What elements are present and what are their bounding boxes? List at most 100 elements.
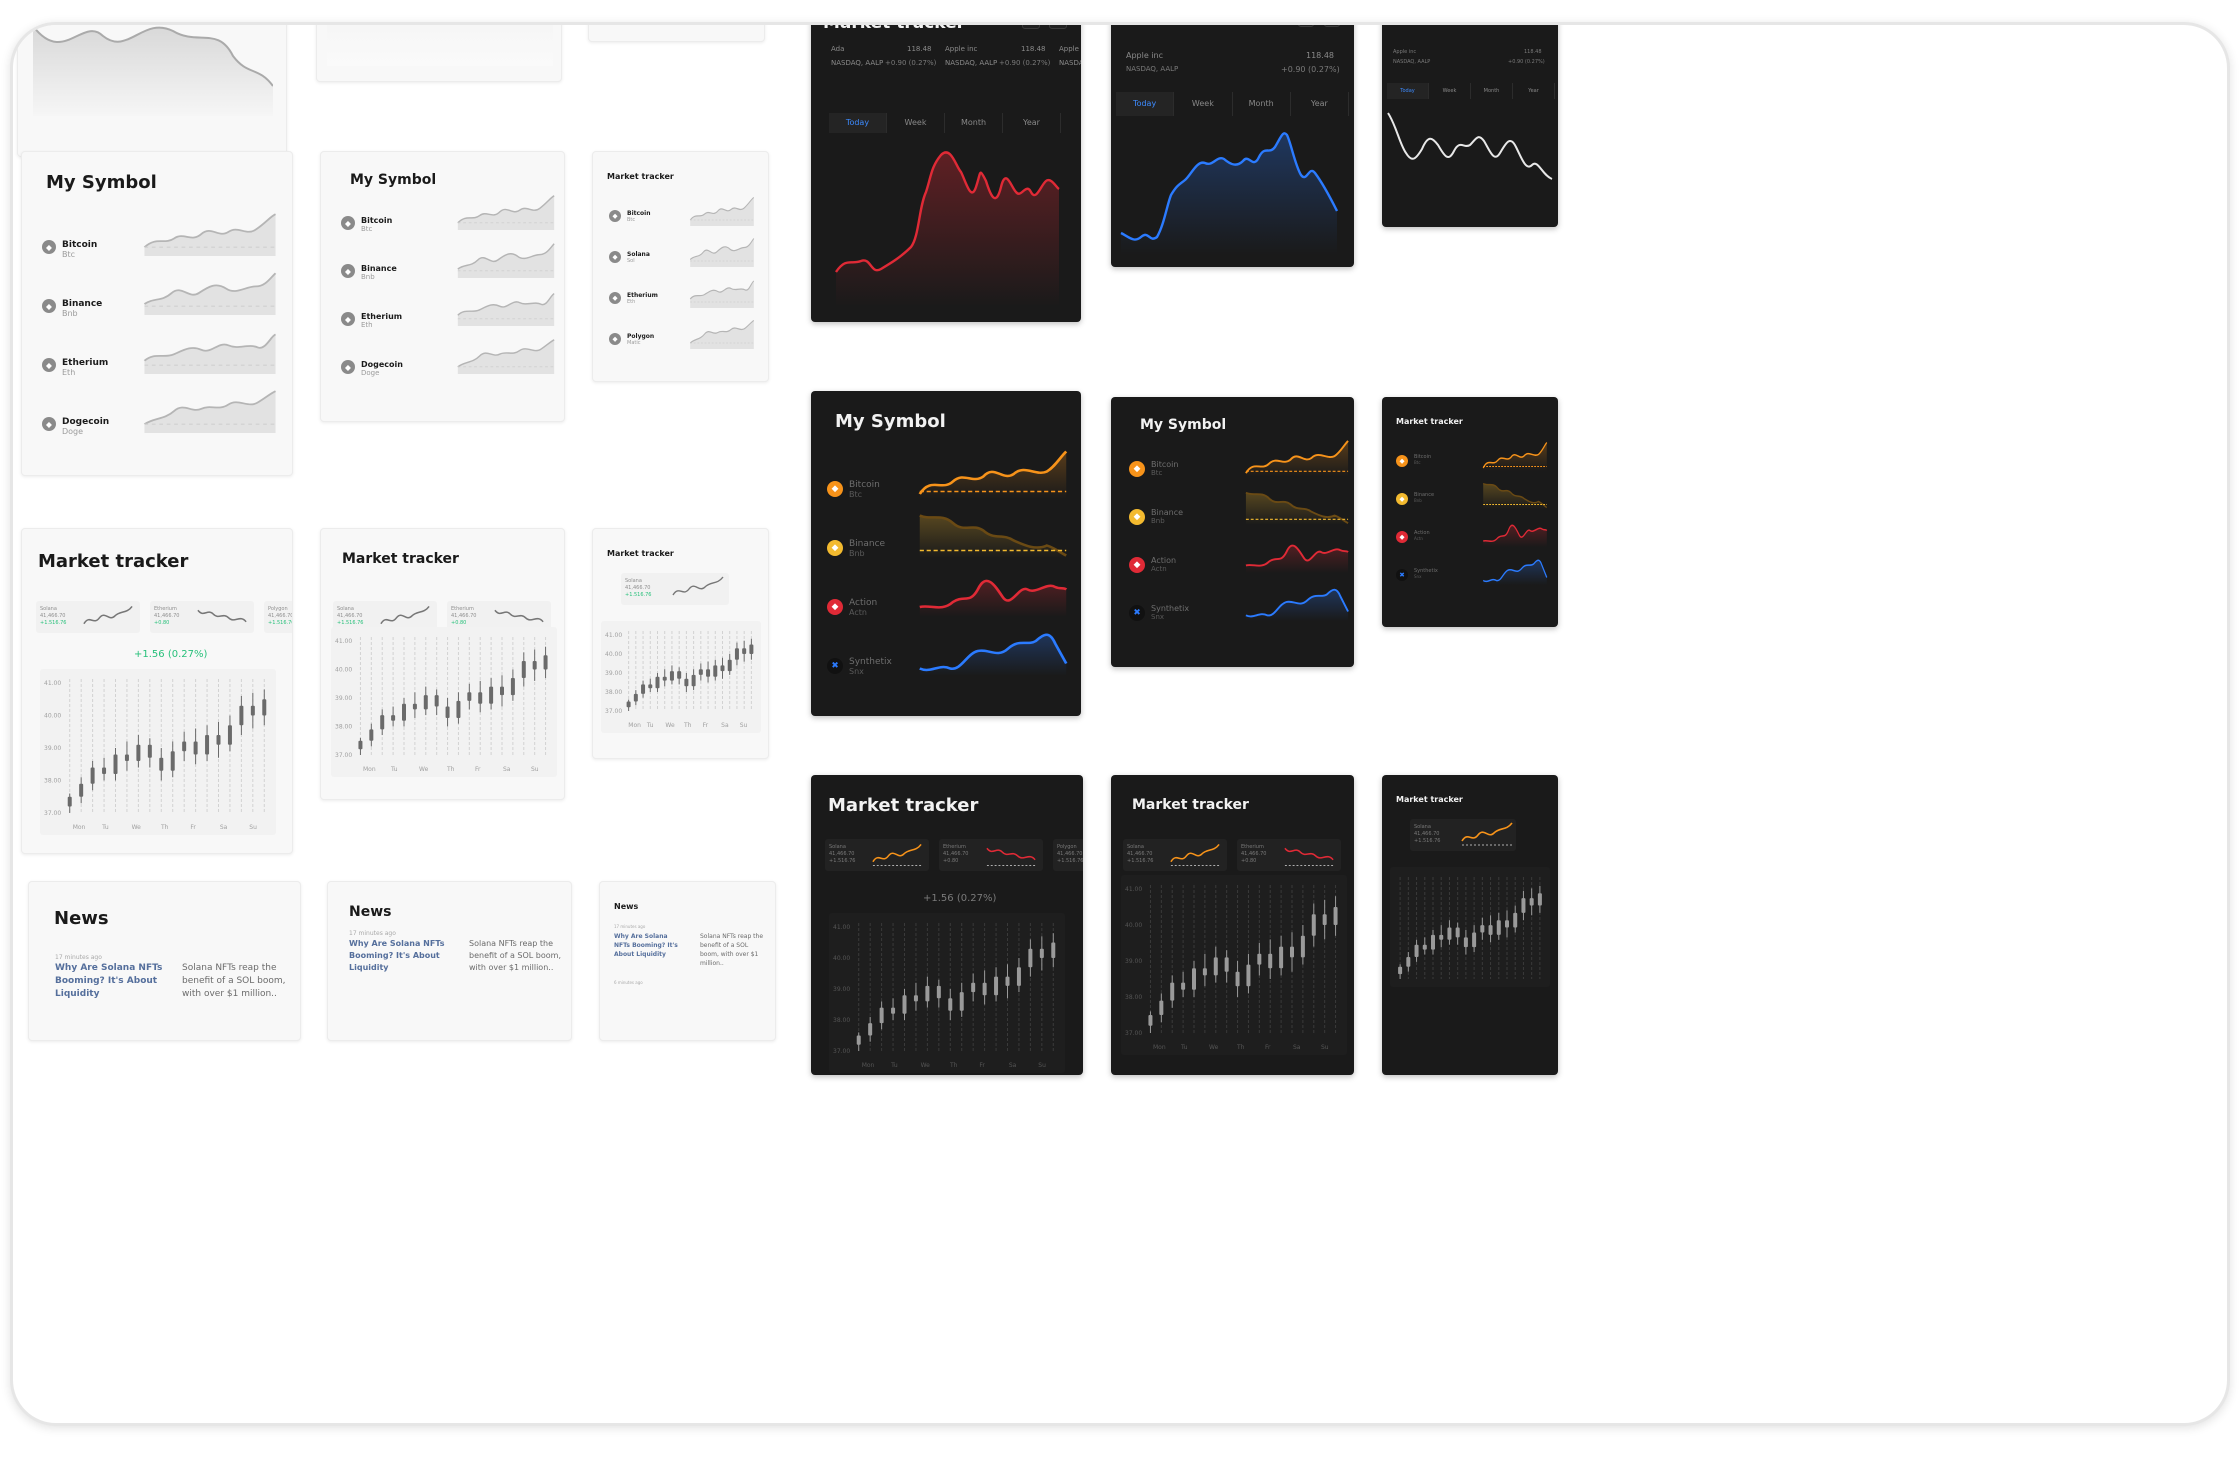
symbol-row[interactable]: ◆ Action Actn bbox=[827, 579, 1068, 617]
symbol-name: Bitcoin bbox=[627, 210, 651, 217]
symbol-ticker: Snx bbox=[1151, 613, 1165, 621]
y-tick-label: 37.00 bbox=[44, 810, 61, 817]
symbol-row[interactable]: ◆ Etherium Eth bbox=[42, 333, 282, 377]
symbol-row[interactable]: ◆ Polygon Matic bbox=[609, 319, 759, 349]
y-tick-label: 39.00 bbox=[833, 986, 850, 993]
symbol-row[interactable]: ◆ Binance Bnb bbox=[827, 514, 1067, 558]
news-headline[interactable]: Why Are Solana NFTs Booming? It's About … bbox=[349, 939, 445, 972]
card-title: Market tracker bbox=[38, 551, 189, 572]
symbol-row[interactable]: ◆ Binance Bnb bbox=[341, 243, 561, 281]
symbol-name: Etherium bbox=[62, 358, 109, 368]
quote-chip[interactable]: Solana 41,466.70 +1.516.76 bbox=[825, 839, 929, 871]
symbol-name: Polygon bbox=[627, 333, 655, 340]
symbol-row[interactable]: ◆ Bitcoin Btc bbox=[1129, 440, 1349, 477]
x-tick-label: Tu bbox=[890, 1062, 898, 1069]
quote-name: Polygon bbox=[1057, 844, 1077, 850]
quote-chip[interactable]: Solana 41,466.70 +1.516.76 bbox=[36, 601, 140, 633]
quote-chip: Solana 41,466.70 +1.516.76 bbox=[1410, 819, 1516, 851]
y-tick-label: 38.00 bbox=[1125, 994, 1142, 1001]
candle bbox=[402, 637, 406, 755]
symbol-ticker: Bnb bbox=[1151, 517, 1165, 525]
symbol-row[interactable]: ✖ Synthetix Snx bbox=[1396, 559, 1548, 585]
sparkline bbox=[457, 243, 555, 278]
symbol-row[interactable]: ◆ Binance Bnb bbox=[1129, 491, 1349, 525]
quote-name: Etherium bbox=[1241, 844, 1264, 850]
tab-week[interactable]: Week bbox=[1174, 92, 1233, 116]
symbol-row[interactable]: ◆ Binance Bnb bbox=[42, 272, 282, 318]
y-tick-label: 39.00 bbox=[1125, 958, 1142, 965]
quote-market: NASDAQ, AALP bbox=[831, 59, 884, 67]
settings-button[interactable] bbox=[1324, 25, 1340, 27]
tab-today[interactable]: Today bbox=[829, 113, 887, 133]
tab-year[interactable]: Year bbox=[1513, 83, 1555, 99]
candle bbox=[1051, 923, 1056, 1051]
period-tabs: Today Week Month Year bbox=[1387, 83, 1555, 99]
news-headline[interactable]: Why Are Solana NFTs Booming? It's About … bbox=[55, 963, 163, 999]
candle bbox=[1521, 877, 1526, 979]
candle bbox=[369, 637, 374, 755]
candle bbox=[1488, 877, 1493, 979]
tab-week[interactable]: Week bbox=[1429, 83, 1471, 99]
symbol-ticker: Btc bbox=[361, 225, 373, 233]
binance-icon: ◆ bbox=[1129, 509, 1145, 525]
candle bbox=[1463, 877, 1468, 979]
candle bbox=[216, 679, 221, 813]
card-title: Market tracker bbox=[1396, 795, 1463, 804]
tab-year[interactable]: Year bbox=[1291, 92, 1349, 116]
symbol-row[interactable]: ◆ Dogecoin Doge bbox=[42, 390, 282, 436]
symbol-row[interactable]: ◆ Bitcoin Btc bbox=[341, 195, 561, 233]
symbol-row[interactable]: ◆ Etherium Eth bbox=[609, 280, 759, 308]
quote-chip[interactable]: Etherium 41,466.70 +0.80 bbox=[150, 601, 254, 633]
tab-today[interactable]: Today bbox=[1387, 83, 1429, 99]
market-tracker-card-dark-medium: Market tracker Apple inc 118.48 NASDAQ, … bbox=[1111, 25, 1354, 267]
quote-name: Solana bbox=[337, 606, 354, 612]
symbol-name: Binance bbox=[62, 299, 103, 309]
candle bbox=[879, 923, 884, 1051]
tab-month[interactable]: Month bbox=[1233, 92, 1291, 116]
quote-market: NASDAQ, AALP bbox=[1126, 65, 1179, 73]
symbol-row[interactable]: ✖ Synthetix Snx bbox=[827, 633, 1068, 676]
tab-month[interactable]: Month bbox=[1471, 83, 1513, 99]
symbol-row[interactable]: ◆ Action Actn bbox=[1396, 524, 1548, 547]
quote-price: 118.48 bbox=[1021, 45, 1046, 53]
candle bbox=[102, 679, 107, 813]
y-tick-label: 37.00 bbox=[833, 1048, 850, 1055]
symbol-row[interactable]: ◆ Bitcoin Btc bbox=[42, 213, 282, 259]
tab-year[interactable]: Year bbox=[1003, 113, 1061, 133]
quote-chip[interactable]: Polygon 41,466.70 +1.516.76 bbox=[1053, 839, 1083, 871]
etherium-icon: ◆ bbox=[42, 358, 56, 372]
symbol-row[interactable]: ◆ Action Actn bbox=[1129, 544, 1349, 573]
card-title: My Symbol bbox=[1140, 417, 1227, 433]
quote-name: Etherium bbox=[154, 606, 177, 612]
quote-price: 41,466.70 bbox=[40, 613, 66, 619]
news-card-light-small: News 17 minutes ago Why Are Solana NFTs … bbox=[599, 881, 776, 1041]
tab-week[interactable]: Week bbox=[887, 113, 945, 133]
symbol-ticker: Bnb bbox=[1414, 498, 1422, 503]
symbol-row[interactable]: ◆ Dogecoin Doge bbox=[341, 339, 561, 377]
quote-chip[interactable]: Etherium 41,466.70 +0.80 bbox=[1237, 839, 1341, 871]
candle bbox=[1431, 877, 1435, 979]
sparkline bbox=[457, 339, 555, 374]
chart-type-button[interactable] bbox=[1298, 25, 1314, 27]
symbol-row[interactable]: ◆ Bitcoin Btc bbox=[609, 196, 759, 226]
symbol-row[interactable]: ◆ Etherium Eth bbox=[341, 292, 561, 329]
candle bbox=[706, 631, 711, 711]
quote-chip[interactable]: Solana 41,466.70 +1.516.76 bbox=[1123, 839, 1227, 871]
tab-today[interactable]: Today bbox=[1116, 92, 1175, 116]
x-tick-label: Sa bbox=[220, 824, 228, 831]
chart-type-button[interactable] bbox=[1022, 25, 1040, 29]
settings-button[interactable] bbox=[1049, 25, 1067, 29]
quote-chip[interactable]: Etherium 41,466.70 +0.80 bbox=[939, 839, 1043, 871]
symbol-row[interactable]: ✖ Synthetix Snx bbox=[1129, 588, 1349, 621]
quote-chip[interactable]: Polygon 41,466.70 +1.516.76 bbox=[264, 601, 292, 633]
tab-month[interactable]: Month bbox=[945, 113, 1003, 133]
candle bbox=[1257, 885, 1262, 1033]
symbol-row[interactable]: ◆ Bitcoin Btc bbox=[827, 450, 1068, 499]
candle bbox=[1439, 877, 1444, 979]
candle bbox=[655, 631, 660, 711]
symbol-row[interactable]: ◆ Solana Sol bbox=[609, 238, 759, 267]
symbol-row[interactable]: ◆ Binance Bnb bbox=[1396, 482, 1548, 509]
symbol-row[interactable]: ◆ Bitcoin Btc bbox=[1396, 441, 1548, 471]
news-headline[interactable]: Why Are Solana NFTs Booming? It's About … bbox=[614, 933, 678, 958]
symbol-name: Dogecoin bbox=[361, 360, 403, 369]
